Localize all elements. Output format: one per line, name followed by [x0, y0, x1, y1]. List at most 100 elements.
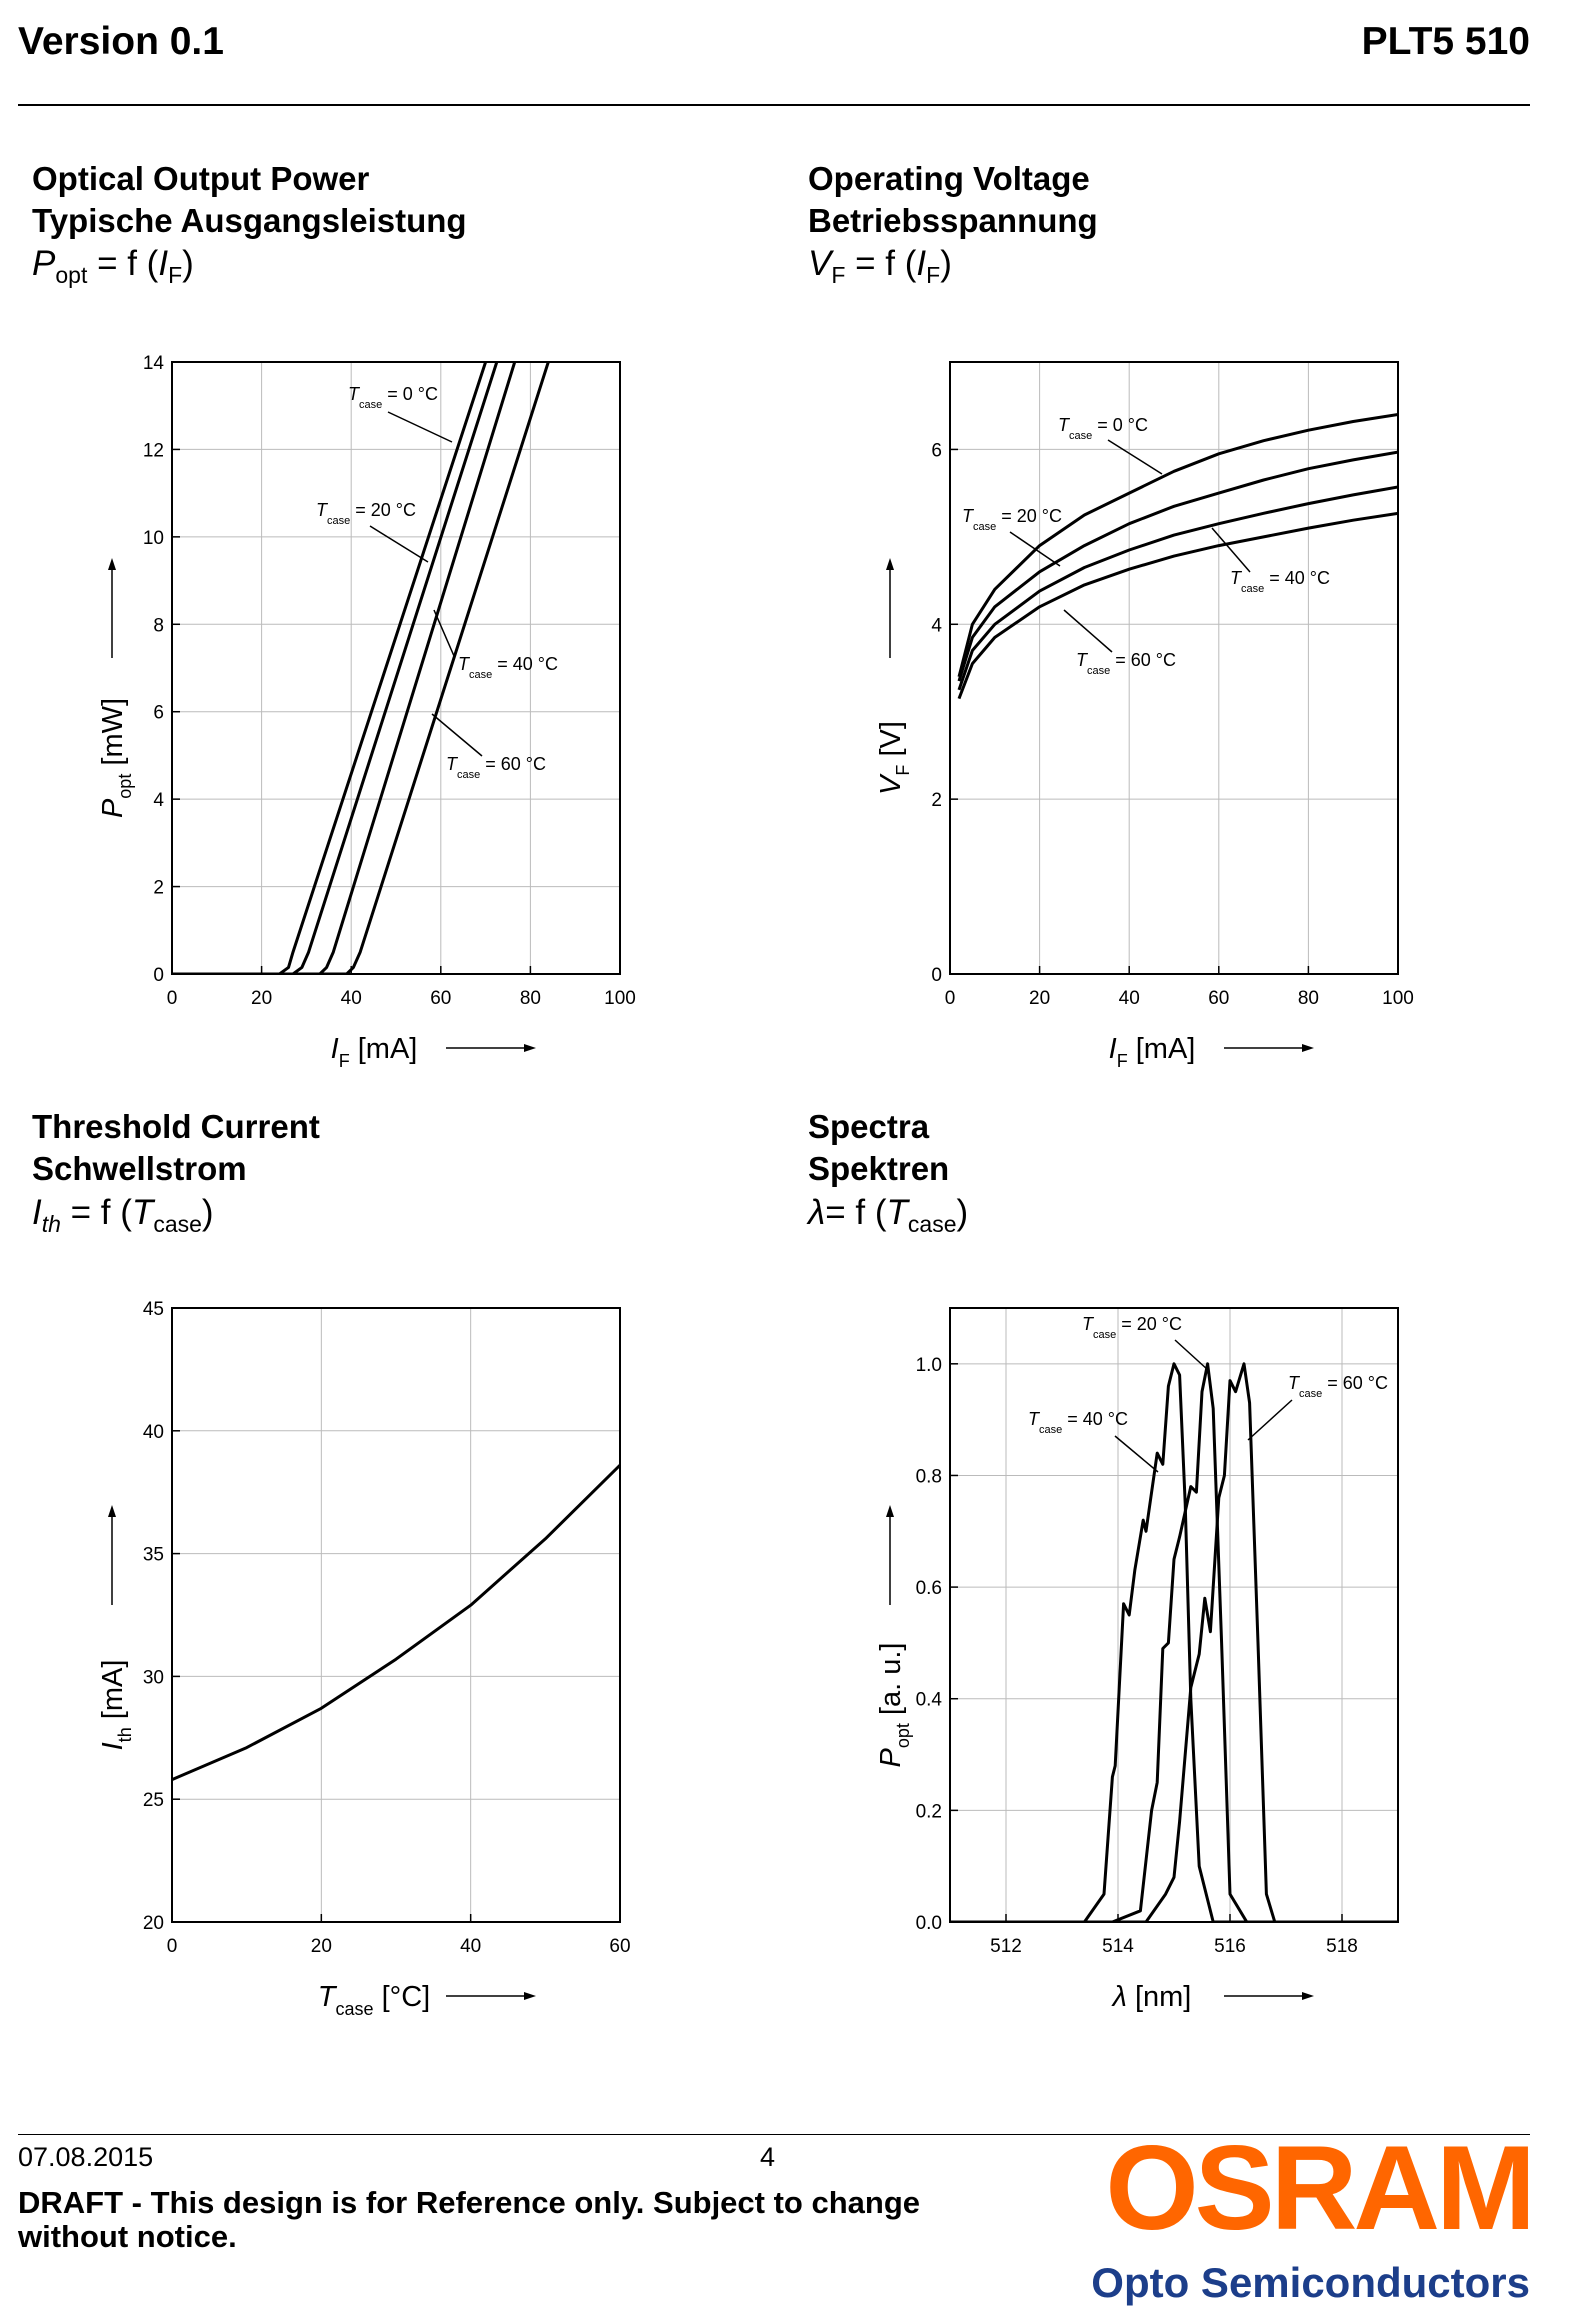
threshold-formula-arg: T	[131, 1193, 154, 1232]
power-tick-label-x: 60	[430, 988, 451, 1009]
spectra-tick-label-y: 0.4	[916, 1690, 943, 1711]
power-series-label: Tcase = 40 °C	[458, 654, 558, 681]
threshold-formula-arg-sub: case	[153, 1211, 202, 1237]
voltage-plot: 0 20 40 60 80 100 0 2 4 6 Tcase = 0 °C Tcase = 20 °…	[875, 361, 1414, 1071]
spectra-tick-label-y: 0.6	[916, 1578, 942, 1599]
voltage-formula-arg: I	[916, 244, 927, 283]
power-tick-label-y: 6	[153, 703, 164, 724]
threshold-formula-sub: th	[41, 1211, 61, 1237]
spectra-formula-sym: λ	[808, 1193, 826, 1232]
power-tick-label-x: 100	[604, 988, 636, 1009]
spectra-series-line-2	[950, 1362, 1398, 1922]
power-tick-label-x: 20	[251, 988, 272, 1009]
voltage-formula-eq: = f (	[845, 244, 917, 283]
power-frame	[171, 361, 621, 975]
power-series-label: Tcase = 60 °C	[446, 754, 546, 781]
osram-logo-subtitle: Opto Semiconductors	[1091, 2259, 1530, 2306]
threshold-title-de: Schwellstrom	[32, 1150, 247, 1187]
voltage-series-line-2	[957, 485, 1398, 691]
power-formula-sub: opt	[55, 262, 88, 288]
spectra-tick-label-x: 512	[990, 1936, 1022, 1957]
voltage-frame	[949, 361, 1399, 975]
power-label-leader	[433, 609, 455, 657]
footer-date: 07.08.2015	[18, 2142, 154, 2172]
threshold-formula: Ith = f (Tcase)	[32, 1192, 214, 1245]
header-divider	[18, 104, 1530, 106]
power-tick-label-y: 14	[143, 353, 165, 374]
voltage-tick-label-y: 0	[931, 965, 942, 986]
power-label-leader	[369, 525, 429, 563]
spectra-label-leader	[1247, 1399, 1293, 1441]
power-formula-sym: P	[32, 244, 56, 283]
voltage-label-leader	[1107, 439, 1163, 475]
voltage-series-label: Tcase = 60 °C	[1076, 650, 1176, 677]
threshold-x-axis-label: Tcase [°C]	[318, 1981, 430, 2019]
threshold-y-axis-label: Ith [mA]	[97, 1660, 135, 1751]
power-series-label: Tcase = 20 °C	[316, 500, 416, 527]
power-x-axis-arrowhead	[524, 1044, 536, 1052]
voltage-section-title: Operating Voltage Betriebsspannung	[808, 158, 1098, 242]
voltage-x-axis-arrowhead	[1302, 1044, 1314, 1052]
threshold-tick-label-y: 35	[143, 1545, 164, 1566]
power-tick-label-y: 4	[153, 790, 164, 811]
power-tick-label-y: 12	[143, 440, 164, 461]
footer-divider	[18, 2134, 1530, 2135]
spectra-label-leader	[1114, 1435, 1159, 1473]
draft-notice: DRAFT - This design is for Reference onl…	[18, 2185, 920, 2254]
spectra-tick-label-x: 516	[1214, 1936, 1246, 1957]
spectra-tick-label-y: 0.0	[916, 1913, 942, 1934]
power-plot: 0 20 40 60 80 100 0 2 4 6 8 10 12 14 Tcase = 0 °C Tcase…	[97, 353, 636, 1071]
threshold-title-en: Threshold Current	[32, 1108, 320, 1145]
power-tick-label-y: 0	[153, 965, 164, 986]
power-formula-arg-sub: F	[168, 262, 183, 288]
power-y-axis-label: Popt [mW]	[97, 698, 135, 818]
power-y-axis-arrowhead	[108, 558, 116, 570]
threshold-tick-label-x: 20	[311, 1936, 332, 1957]
power-tick-label-x: 40	[341, 988, 362, 1009]
threshold-formula-close: )	[201, 1193, 214, 1232]
voltage-series-label: Tcase = 20 °C	[962, 506, 1062, 533]
threshold-tick-label-y: 40	[143, 1422, 164, 1443]
osram-logo: OSRAM	[1105, 2121, 1536, 2255]
spectra-series-line-0	[950, 1362, 1398, 1922]
power-series-line-0	[172, 362, 488, 974]
voltage-y-axis-label: VF [V]	[875, 721, 913, 795]
voltage-tick-label-x: 40	[1119, 988, 1140, 1009]
spectra-y-axis-arrowhead	[886, 1505, 894, 1517]
voltage-series-line-3	[957, 511, 1398, 700]
voltage-formula-sub: F	[831, 262, 846, 288]
spectra-x-axis-arrowhead	[1302, 1992, 1314, 2000]
voltage-series-line-0	[957, 413, 1398, 678]
threshold-tick-label-x: 60	[609, 1936, 630, 1957]
threshold-tick-label-x: 0	[167, 1936, 178, 1957]
voltage-series-label: Tcase = 0 °C	[1058, 415, 1148, 442]
power-tick-label-x: 0	[167, 988, 178, 1009]
power-title-en: Optical Output Power	[32, 160, 370, 197]
spectra-formula-eq: = f (	[825, 1193, 887, 1232]
threshold-formula-sym: I	[32, 1193, 42, 1232]
voltage-formula-arg-sub: F	[926, 262, 941, 288]
voltage-formula-sym: V	[808, 244, 832, 283]
voltage-tick-label-x: 20	[1029, 988, 1050, 1009]
power-series-label: Tcase = 0 °C	[348, 384, 438, 411]
spectra-formula: λ= f (Tcase)	[808, 1192, 968, 1245]
threshold-formula-eq: = f (	[60, 1193, 132, 1232]
spectra-series-label: Tcase = 20 °C	[1082, 1314, 1182, 1341]
threshold-series-line-0	[172, 1464, 620, 1781]
threshold-section-title: Threshold Current Schwellstrom	[32, 1106, 320, 1190]
voltage-series-line-1	[957, 450, 1398, 682]
threshold-tick-label-y: 30	[143, 1667, 164, 1688]
spectra-tick-label-y: 1.0	[916, 1355, 942, 1376]
spectra-formula-close: )	[956, 1193, 969, 1232]
power-series-line-2	[172, 362, 517, 974]
spectra-tick-label-x: 518	[1326, 1936, 1358, 1957]
voltage-title-de: Betriebsspannung	[808, 202, 1098, 239]
spectra-x-axis-label: λ [nm]	[1111, 1981, 1192, 2013]
power-series-line-1	[172, 362, 499, 974]
power-label-leader	[431, 713, 483, 757]
voltage-tick-label-x: 100	[1382, 988, 1414, 1009]
voltage-tick-label-x: 0	[945, 988, 956, 1009]
spectra-y-axis-label: Popt [a. u.]	[875, 1643, 913, 1768]
power-formula-arg: I	[158, 244, 169, 283]
